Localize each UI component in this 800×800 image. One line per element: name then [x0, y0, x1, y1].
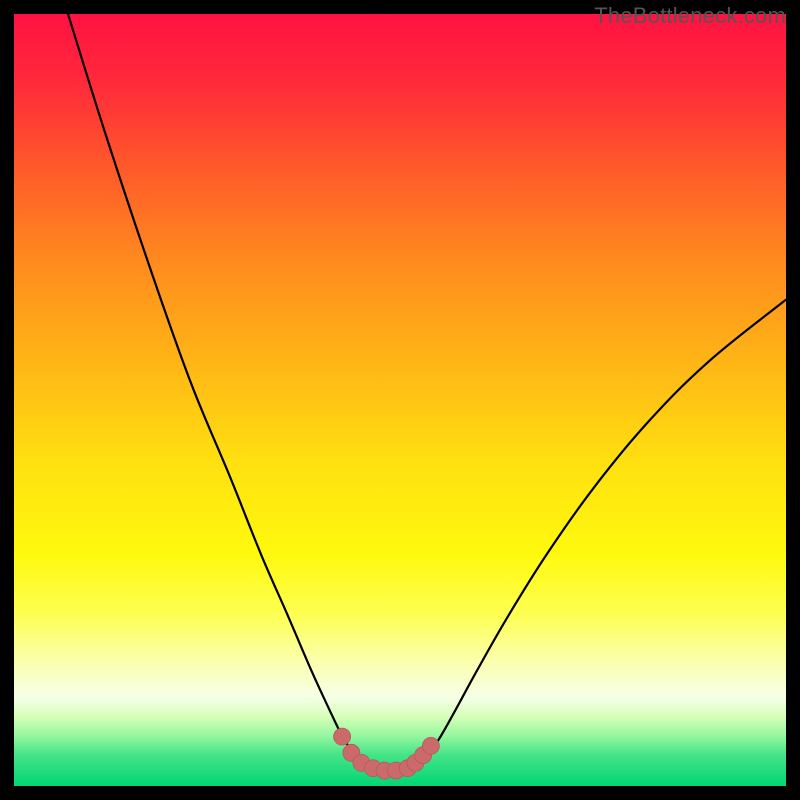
- watermark-text: TheBottleneck.com: [594, 3, 786, 29]
- curve-marker: [334, 728, 351, 745]
- bottleneck-curve-chart: [0, 0, 800, 800]
- curve-marker: [422, 737, 439, 754]
- chart-frame: TheBottleneck.com: [0, 0, 800, 800]
